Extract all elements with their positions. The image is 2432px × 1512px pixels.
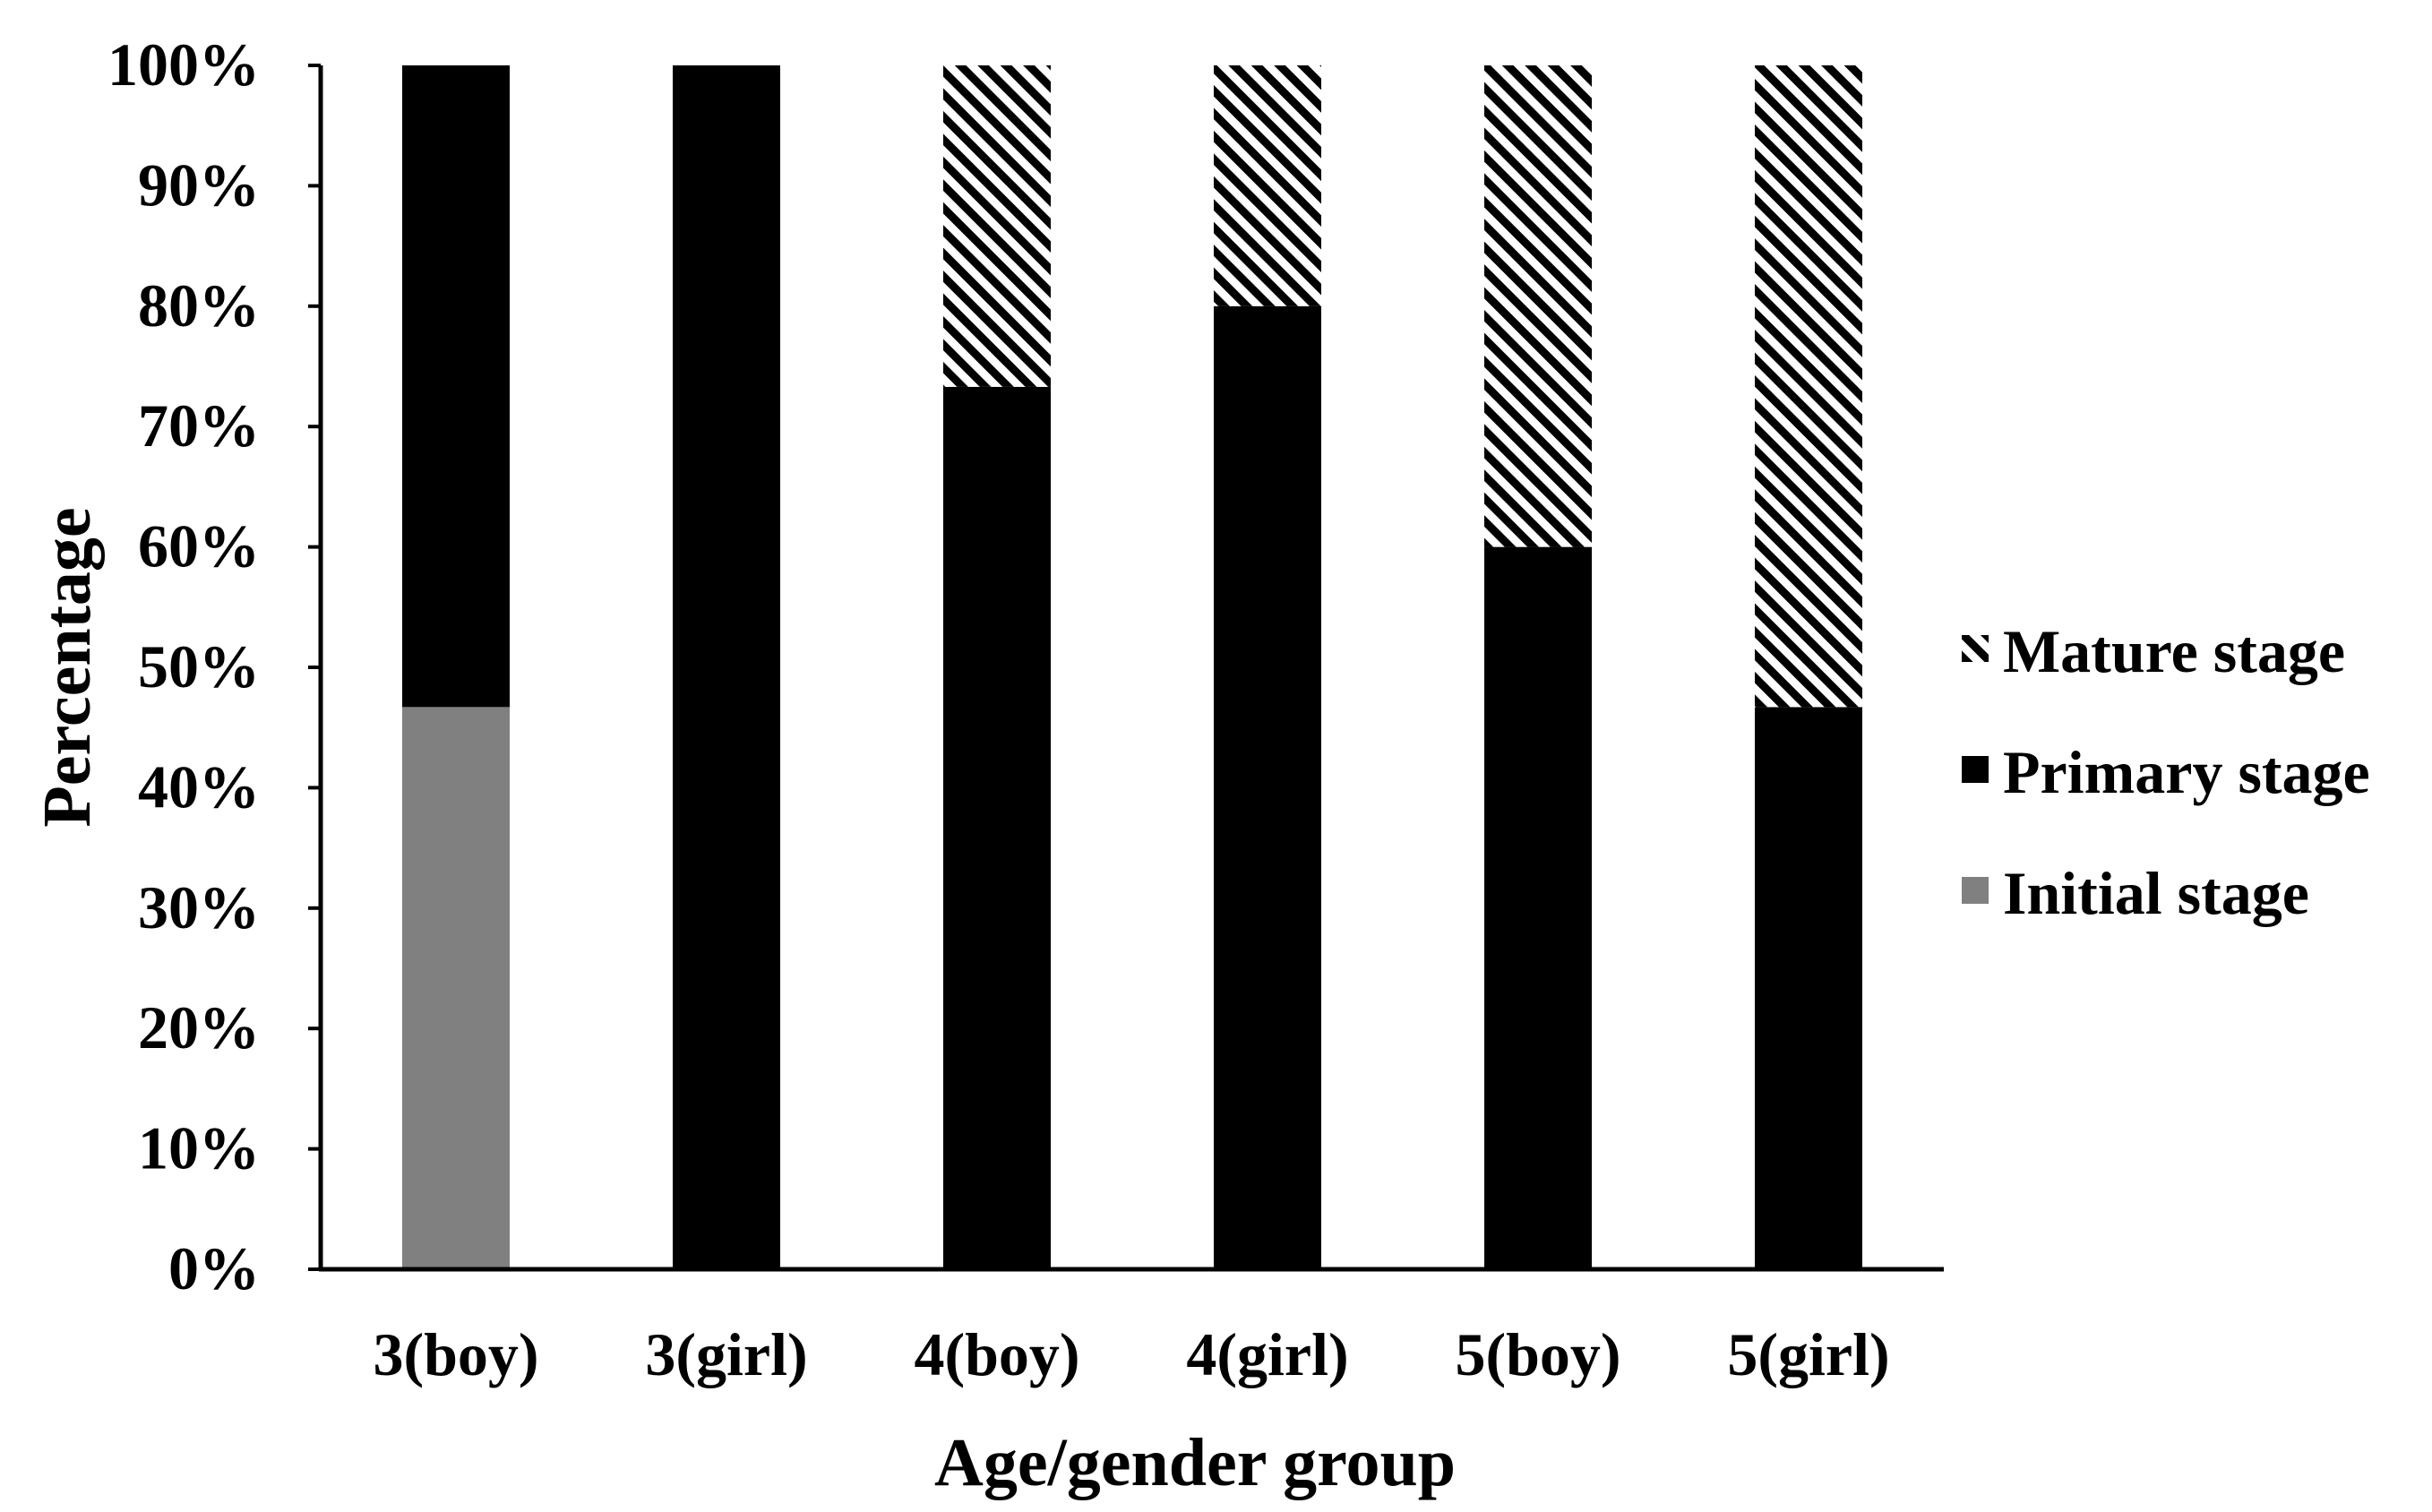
x-tick-label: 4(boy) — [914, 1320, 1079, 1388]
y-tick-label: 70% — [138, 391, 260, 460]
bar-5-girl-primary-stage — [1755, 707, 1862, 1269]
bars-group — [402, 65, 1862, 1269]
legend-label-initial-stage: Initial stage — [2003, 859, 2309, 927]
bar-4-girl-primary-stage — [1214, 305, 1321, 1269]
legend-swatch-mature-stage — [1962, 635, 1989, 662]
legend-label-mature-stage: Mature stage — [2003, 617, 2345, 685]
y-tick-label: 80% — [138, 271, 260, 339]
y-tick-label: 100% — [107, 30, 260, 99]
bar-4-girl-mature-stage — [1214, 65, 1321, 306]
bar-3-boy-primary-stage — [402, 65, 510, 708]
x-tick-label: 3(boy) — [373, 1320, 538, 1388]
x-axis-title: Age/gender group — [934, 1425, 1456, 1500]
bar-5-boy-mature-stage — [1484, 65, 1592, 547]
legend: Mature stage Primary stage Initial stage — [1962, 617, 2370, 927]
y-ticks-group: 0% 10% 20% 30% 40% 50% 60% 70% 80% 90% 100% — [107, 30, 321, 1302]
bar-3-girl-primary-stage — [673, 65, 780, 1269]
x-tick-label: 3(girl) — [645, 1320, 807, 1388]
bar-3-boy-initial-stage — [402, 707, 510, 1269]
bar-4-boy-primary-stage — [943, 386, 1051, 1269]
axes-group — [318, 65, 1944, 1272]
y-tick-label: 30% — [138, 873, 260, 941]
x-ticks-group: 3(boy) 3(girl) 4(boy) 4(girl) 5(boy) 5(girl) — [373, 1320, 1889, 1388]
y-tick-label: 20% — [138, 993, 260, 1061]
x-tick-label: 4(girl) — [1186, 1320, 1348, 1388]
y-tick-label: 40% — [138, 752, 260, 820]
y-tick-label: 60% — [138, 512, 260, 580]
y-tick-label: 10% — [138, 1114, 260, 1182]
y-tick-label: 0% — [168, 1234, 260, 1302]
bar-5-girl-mature-stage — [1755, 65, 1862, 708]
x-tick-label: 5(boy) — [1455, 1320, 1620, 1388]
y-tick-label: 90% — [138, 150, 260, 219]
legend-swatch-initial-stage — [1962, 877, 1989, 904]
y-axis-title: Percentage — [30, 507, 105, 827]
legend-label-primary-stage: Primary stage — [2003, 738, 2370, 806]
bar-4-boy-mature-stage — [943, 65, 1051, 387]
x-tick-label: 5(girl) — [1727, 1320, 1889, 1388]
legend-swatch-primary-stage — [1962, 756, 1989, 783]
y-tick-label: 50% — [138, 632, 260, 700]
bar-5-boy-primary-stage — [1484, 546, 1592, 1269]
